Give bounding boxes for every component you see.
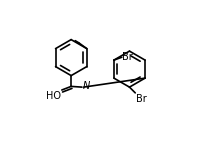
Text: HO: HO [46,91,61,101]
Text: N: N [83,81,90,91]
Text: Br: Br [122,52,133,62]
Text: Br: Br [135,94,146,104]
